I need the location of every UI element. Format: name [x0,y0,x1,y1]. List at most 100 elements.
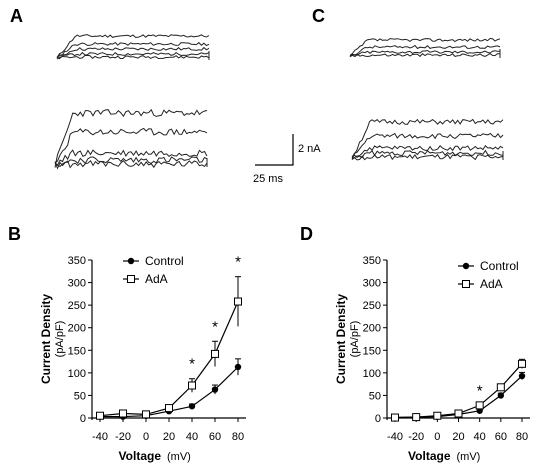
x-tick-label: 20 [163,431,175,443]
x-tick-label: -40 [387,431,403,443]
y-tick-label: 50 [74,390,86,402]
panel-letter-b: B [8,224,21,244]
data-point-ada [496,383,505,392]
current-traces-a-ada [54,108,208,170]
scale-bar-lines [255,134,294,166]
y-tick-label: 0 [375,413,381,425]
x-tick-label: 80 [516,431,528,443]
current-trace [351,149,504,159]
x-tick-label: 20 [452,431,464,443]
current-traces-c-ada [351,118,504,161]
x-tick-label: -20 [408,431,424,443]
data-point-control [234,363,242,371]
x-tick-label: -20 [115,431,131,443]
legend-marker-control [462,262,470,270]
x-axis-title: Voltage [408,449,451,463]
legend-label-control: Control [480,259,519,273]
chart-panel-d: 0 50 100 150 200 250 300 350 -40 -20 0 20 40 60 80 Volt… [334,255,530,463]
data-point-control [518,372,526,380]
data-point-control [211,386,219,393]
y-tick-label: 250 [363,300,381,312]
y-tick-label: 100 [363,368,381,380]
x-axis-title: Voltage [119,449,162,463]
current-trace [352,153,504,161]
x-tick-label: 60 [209,431,221,443]
current-trace [351,118,504,160]
x-tick-label: 60 [495,431,507,443]
y-axis-unit: (pA/pF) [54,321,66,358]
data-point-ada [96,411,104,420]
panel-letter-c: C [312,6,325,26]
legend-marker-ada [127,275,135,283]
data-point-ada [518,359,526,368]
y-tick-label: 300 [363,278,381,290]
current-traces-c-control [349,37,501,58]
current-trace [54,108,208,168]
current-traces-a-control [56,34,210,60]
current-trace [349,37,501,56]
current-trace [54,127,208,163]
data-point-control [188,403,196,410]
data-point-ada [433,411,442,420]
current-trace [56,51,210,60]
current-trace [54,149,208,166]
data-point-ada [454,409,463,418]
significance-star: * [477,383,483,400]
y-axis-title: Current Density [334,294,348,384]
x-tick-label: 80 [232,431,244,443]
x-tick-label: -40 [92,431,108,443]
current-trace [349,44,501,58]
legend-marker-ada [462,280,470,288]
current-trace [349,49,500,57]
significance-star: * [189,356,195,373]
y-tick-label: 200 [68,323,86,335]
y-tick-label: 100 [68,368,86,380]
data-point-ada [165,404,173,413]
y-tick-label: 350 [68,255,86,267]
data-point-ada [188,381,196,390]
significance-star: * [212,318,218,335]
current-trace [56,34,210,58]
panel-letter-d: D [300,224,313,244]
data-point-ada [119,409,127,418]
x-tick-label: 0 [143,431,149,443]
current-trace [56,41,210,58]
current-trace [56,55,210,60]
data-point-ada [391,413,399,422]
data-point-ada [234,297,242,306]
y-tick-label: 200 [363,323,381,335]
y-axis-title: Current Density [39,294,53,384]
y-tick-label: 50 [369,390,381,402]
current-trace [56,46,210,58]
legend-label-ada: AdA [480,277,503,291]
scale-bar-time-label: 25 ms [253,173,283,185]
scale-bar: 2 nA 25 ms [253,134,321,185]
data-point-ada [211,349,219,358]
scale-bar-current-label: 2 nA [298,143,321,155]
y-tick-label: 300 [68,278,86,290]
y-tick-label: 150 [68,345,86,357]
x-axis-unit: (mV) [167,451,191,463]
x-axis-unit: (mV) [457,451,481,463]
data-point-ada [412,413,421,422]
legend-marker-control [127,257,135,265]
current-trace [351,132,504,158]
current-trace [54,159,208,170]
significance-star: * [235,254,241,271]
y-tick-label: 250 [68,300,86,312]
data-point-ada [475,401,484,410]
panel-letter-a: A [10,6,23,26]
current-trace [349,53,501,58]
data-point-control [497,392,505,399]
x-tick-label: 40 [474,431,486,443]
legend-label-control: Control [145,254,184,268]
current-trace [54,156,208,168]
y-tick-label: 350 [363,255,381,267]
y-tick-label: 0 [80,413,86,425]
y-tick-label: 150 [363,345,381,357]
x-tick-label: 40 [186,431,198,443]
y-axis-unit: (pA/pF) [349,321,361,358]
legend-label-ada: AdA [145,272,168,286]
chart-panel-b: 0 50 100 150 200 250 300 350 -40 -20 0 20 40 60 80 Volt… [39,254,246,463]
x-tick-label: 0 [434,431,440,443]
